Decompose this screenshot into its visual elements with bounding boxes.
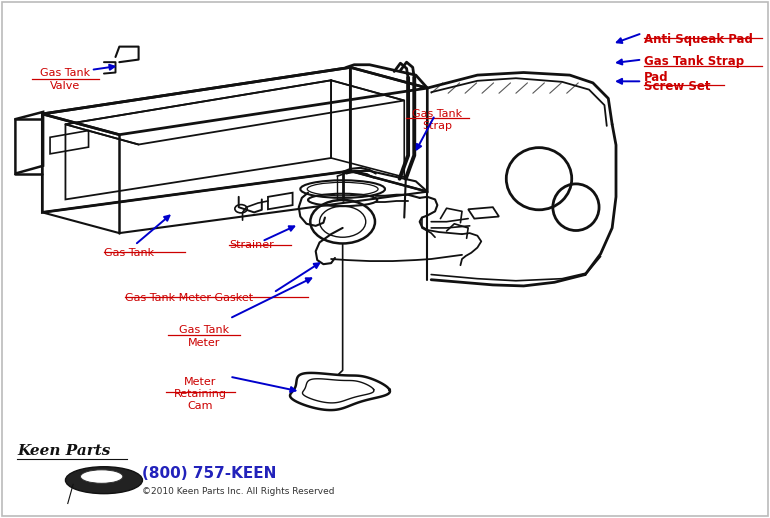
Text: (800) 757-KEEN: (800) 757-KEEN <box>142 467 277 481</box>
Text: Strainer: Strainer <box>229 240 274 250</box>
Text: Screw Set: Screw Set <box>644 80 710 93</box>
Text: Gas Tank
Meter: Gas Tank Meter <box>179 325 229 348</box>
Text: ©2010 Keen Parts Inc. All Rights Reserved: ©2010 Keen Parts Inc. All Rights Reserve… <box>142 486 335 496</box>
Text: Keen Parts: Keen Parts <box>17 444 110 458</box>
Text: Gas Tank: Gas Tank <box>104 248 154 257</box>
Text: Meter
Retaining
Cam: Meter Retaining Cam <box>174 377 226 411</box>
Ellipse shape <box>81 470 123 483</box>
Text: Gas Tank Meter Gasket: Gas Tank Meter Gasket <box>125 293 253 303</box>
Text: Gas Tank Strap
Pad: Gas Tank Strap Pad <box>644 55 744 84</box>
Text: Gas Tank
Valve: Gas Tank Valve <box>40 68 91 91</box>
Text: Gas Tank
Strap: Gas Tank Strap <box>412 109 463 131</box>
Text: Anti Squeak Pad: Anti Squeak Pad <box>644 33 752 46</box>
Ellipse shape <box>65 467 142 494</box>
